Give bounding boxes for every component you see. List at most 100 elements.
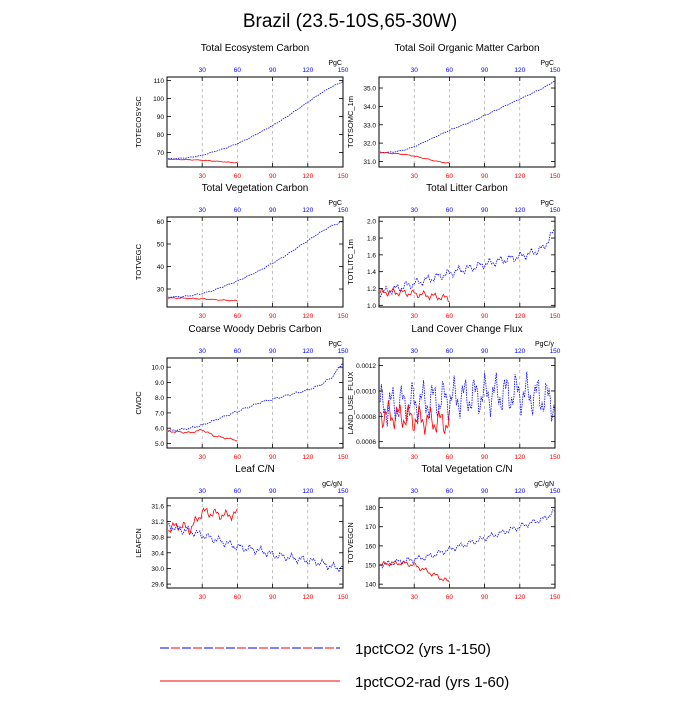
panel-title: Leaf C/N (235, 464, 274, 475)
x-tick-label-top: 90 (481, 488, 489, 495)
panel-total-ecosystem-carbon: Total Ecosystem Carbon PgC TOTECOSYSC 70 80 9… (134, 43, 349, 180)
legend-label-1pctco2-rad: 1pctCO2-rad (yrs 1-60) (355, 674, 509, 691)
x-tick-label-bottom: 60 (446, 594, 454, 601)
x-tick-label-top: 120 (514, 488, 525, 495)
x-tick-label-top: 90 (269, 207, 277, 214)
x-tick-label-bottom: 30 (411, 454, 419, 461)
x-tick-label-bottom: 90 (269, 594, 277, 601)
y-axis-label: TOTLITC_1m (346, 239, 355, 285)
y-tick-label: 30.0 (151, 566, 164, 573)
x-tick-label-bottom: 30 (411, 313, 419, 320)
y-tick-label: 34.0 (363, 104, 376, 111)
y-axis-label: TOTVEGC (134, 243, 143, 280)
y-tick-label: 30.4 (151, 550, 164, 557)
x-tick-label-top: 90 (481, 67, 489, 74)
y-tick-label: 1.8 (367, 236, 376, 243)
x-tick-label-top: 120 (514, 67, 525, 74)
x-tick-label-bottom: 150 (550, 594, 561, 601)
panel-title: Total Ecosystem Carbon (201, 43, 309, 54)
x-tick-label-top: 150 (550, 488, 561, 495)
x-tick-label-top: 60 (446, 67, 454, 74)
y-tick-label: 140 (365, 582, 376, 589)
y-tick-label: 80 (157, 132, 165, 139)
x-tick-label-bottom: 120 (302, 313, 313, 320)
y-tick-label: 6.0 (155, 426, 164, 433)
y-tick-label: 30 (157, 287, 165, 294)
y-tick-label: 90 (157, 114, 165, 121)
x-tick-label-top: 150 (550, 67, 561, 74)
x-tick-label-bottom: 120 (302, 454, 313, 461)
series-line-1pctco2 (167, 363, 344, 433)
y-tick-label: 180 (365, 505, 376, 512)
x-tick-label-bottom: 60 (446, 454, 454, 461)
x-tick-label-bottom: 30 (199, 173, 207, 180)
x-tick-label-top: 30 (411, 348, 419, 355)
unit-label: PgC (328, 60, 342, 67)
y-tick-label: 160 (365, 543, 376, 550)
y-tick-label: 0.0012 (356, 363, 376, 370)
x-tick-label-top: 150 (338, 488, 349, 495)
x-tick-label-bottom: 60 (234, 594, 242, 601)
x-tick-label-bottom: 30 (199, 313, 207, 320)
x-tick-label-top: 60 (234, 348, 242, 355)
x-tick-label-top: 90 (269, 67, 277, 74)
y-axis-label: CWDC (134, 391, 143, 415)
legend: 1pctCO2 (yrs 1-150) 1pctCO2-rad (yrs 1-6… (160, 641, 509, 691)
x-tick-label-bottom: 30 (411, 173, 419, 180)
plot-frame (166, 497, 344, 589)
x-tick-label-top: 90 (269, 488, 277, 495)
series-line-1pctco2 (379, 229, 556, 298)
x-tick-label-top: 90 (269, 348, 277, 355)
plot-frame (166, 357, 344, 449)
x-tick-label-top: 30 (411, 488, 419, 495)
x-tick-label-bottom: 90 (481, 594, 489, 601)
y-tick-label: 33.0 (363, 122, 376, 129)
y-tick-label: 31.0 (363, 159, 376, 166)
y-tick-label: 0.0008 (356, 414, 376, 421)
x-tick-label-bottom: 60 (234, 173, 242, 180)
y-tick-label: 32.0 (363, 141, 376, 148)
x-tick-label-top: 120 (302, 488, 313, 495)
series-line-1pctco2 (380, 79, 556, 154)
series-line-1pctco2 (168, 523, 344, 573)
panel-title: Total Vegetation Carbon (202, 183, 309, 194)
y-tick-label: 35.0 (363, 86, 376, 93)
unit-label: PgC (540, 60, 554, 67)
panel-title: Coarse Woody Debris Carbon (188, 324, 321, 335)
y-tick-label: 9.0 (155, 380, 164, 387)
x-tick-label-top: 150 (550, 207, 561, 214)
y-tick-label: 1.4 (367, 269, 376, 276)
series-line-1pctco2 (168, 220, 344, 298)
x-tick-label-bottom: 120 (514, 173, 525, 180)
plot-frame (378, 216, 556, 308)
x-tick-label-bottom: 90 (269, 454, 277, 461)
series-line-1pctco2-rad (380, 559, 450, 583)
x-tick-label-top: 120 (302, 207, 313, 214)
x-tick-label-top: 60 (234, 207, 242, 214)
x-tick-label-top: 60 (446, 488, 454, 495)
x-tick-label-top: 30 (199, 207, 207, 214)
x-tick-label-top: 90 (481, 348, 489, 355)
y-tick-label: 0.0010 (356, 388, 376, 395)
x-tick-label-bottom: 30 (411, 594, 419, 601)
series-line-1pctco2-rad (168, 428, 238, 442)
y-tick-label: 70 (157, 150, 165, 157)
y-tick-label: 7.0 (155, 410, 164, 417)
panel-leaf-c-n: Leaf C/N gC/gN LEAFCN 29.6 30.0 30.4 30.8 31.2 3… (134, 464, 349, 601)
y-tick-label: 31.6 (151, 503, 164, 510)
x-tick-label-bottom: 30 (199, 594, 207, 601)
unit-label: PgC (540, 200, 554, 207)
series-line-1pctco2 (379, 509, 556, 569)
series-line-1pctco2-rad (379, 400, 450, 435)
series-line-1pctco2-rad (168, 507, 238, 536)
plot-frame (378, 497, 556, 589)
y-axis-label: LEAFCN (134, 528, 143, 558)
y-tick-label: 1.2 (367, 286, 376, 293)
y-axis-label: TOTSOMC_1m (346, 96, 355, 148)
x-tick-label-top: 90 (481, 207, 489, 214)
plot-frame (166, 76, 344, 168)
x-tick-label-bottom: 150 (338, 594, 349, 601)
x-tick-label-top: 60 (446, 207, 454, 214)
x-tick-label-top: 150 (338, 207, 349, 214)
